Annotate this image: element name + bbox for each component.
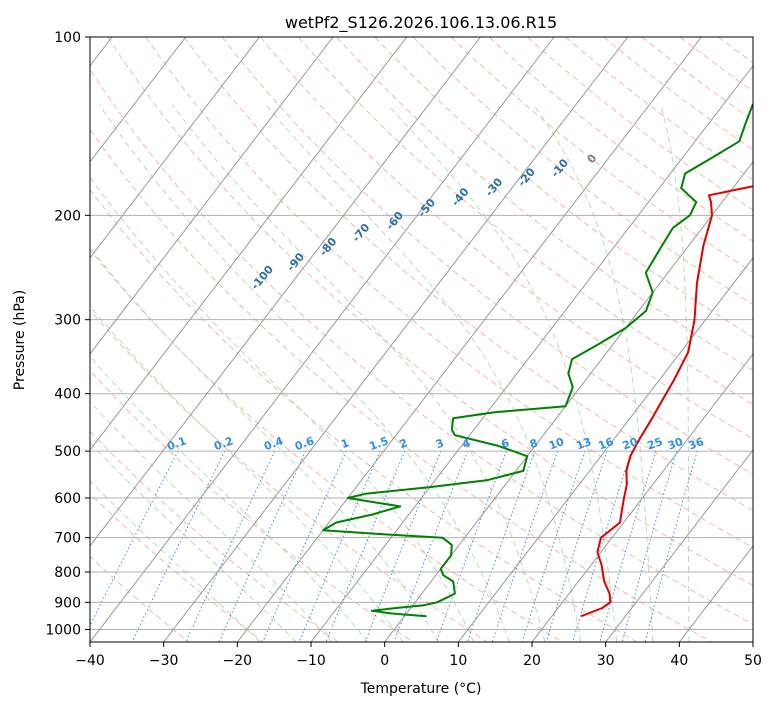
mixing-ratio-line — [325, 450, 406, 642]
moist-adiabat-line — [532, 104, 654, 642]
x-tick-label: 50 — [744, 653, 762, 669]
mixing-ratio-label: 25 — [645, 435, 664, 452]
moist-adiabat-line — [265, 104, 582, 642]
y-tick-label: 1000 — [45, 622, 81, 638]
moist-adiabat-line — [90, 305, 404, 642]
mixing-ratio-label: 36 — [687, 435, 706, 453]
mixing-ratio-line — [364, 450, 442, 642]
isotherm-gridline — [236, 37, 702, 642]
dry-adiabat-line — [90, 430, 339, 642]
mixing-ratio-line — [185, 450, 276, 642]
x-tick-label: 10 — [449, 653, 467, 669]
mixing-ratio-label: 6 — [499, 436, 511, 451]
mixing-ratio-label: 10 — [547, 435, 566, 453]
isotherm-gridline — [90, 37, 334, 355]
dry-adiabat-line — [374, 37, 753, 338]
x-tick-label: −40 — [75, 653, 105, 669]
isotherm-gridline — [384, 161, 753, 642]
isotherm-gridline — [90, 37, 187, 163]
dry-adiabat-line — [145, 37, 753, 549]
dry-adiabat-line — [260, 37, 753, 440]
isotherm-gridline — [90, 37, 260, 259]
mixing-ratio-label: 1 — [339, 436, 351, 451]
isotherm-gridline — [90, 37, 555, 642]
mixing-ratio-line — [599, 450, 657, 642]
plot-frame — [89, 36, 754, 643]
y-tick-label: 800 — [54, 565, 81, 581]
dewpoint-profile-line — [322, 103, 753, 618]
moist-adiabat-line — [98, 104, 510, 642]
moist-adiabat-line — [90, 442, 297, 642]
mixing-ratio-line — [621, 450, 678, 642]
moist-adiabat-line — [387, 104, 618, 642]
mixing-ratio-label: 1.5 — [367, 434, 390, 453]
mixing-ratio-label: 20 — [621, 435, 640, 453]
isotherm-gridline — [90, 37, 408, 451]
isotherm-gridline — [605, 449, 753, 642]
mixing-ratio-line — [393, 450, 469, 642]
y-tick-label: 900 — [54, 595, 81, 611]
y-tick-label: 300 — [54, 313, 81, 329]
mixing-ratio-label: 2 — [398, 436, 410, 451]
isotherm-gridline — [163, 37, 629, 642]
chart-title: wetPf2_S126.2026.106.13.06.R15 — [285, 13, 557, 33]
moist-adiabat-line — [90, 356, 369, 642]
x-tick-label: 20 — [523, 653, 541, 669]
temperature-profile-line — [580, 185, 753, 618]
mixing-ratio-label: 13 — [574, 435, 593, 452]
dry-adiabat-line — [298, 37, 753, 405]
mixing-ratio-label: 4 — [461, 436, 473, 451]
moist-adiabat-line — [660, 104, 690, 642]
x-axis-label: Temperature (°C) — [360, 681, 482, 697]
mixing-ratio-label: 30 — [666, 435, 685, 453]
x-tick-label: 30 — [597, 653, 615, 669]
mixing-ratio-label: 0.6 — [293, 434, 316, 453]
x-tick-label: −10 — [296, 653, 326, 669]
dry-adiabat-line — [336, 37, 753, 371]
dry-adiabat-line — [90, 188, 638, 642]
mixing-ratio-line — [491, 450, 559, 642]
x-tick-label: 0 — [380, 653, 389, 669]
mixing-ratio-label: 8 — [528, 436, 540, 451]
mixing-ratio-line — [521, 450, 586, 642]
mixing-ratio-label: 16 — [597, 435, 616, 453]
dry-adiabat-line — [412, 37, 753, 306]
dry-adiabat-line — [90, 492, 264, 642]
y-tick-label: 500 — [54, 444, 81, 460]
dry-adiabat-line — [90, 68, 753, 625]
x-tick-label: −30 — [149, 653, 179, 669]
moist-adiabat-line — [90, 246, 439, 642]
y-axis-label: Pressure (hPa) — [12, 290, 28, 390]
isotherm-gridline — [531, 353, 753, 642]
moist-adiabat-line — [171, 104, 546, 642]
moist-adiabat-line — [90, 176, 475, 642]
moist-adiabat-line — [90, 401, 333, 642]
mixing-ratio-label: 0.4 — [262, 434, 285, 453]
mixing-ratio-label: 0.1 — [165, 434, 188, 453]
mixing-ratio-line — [435, 450, 507, 642]
x-tick-label: −20 — [223, 653, 253, 669]
y-tick-label: 400 — [54, 387, 81, 403]
mixing-ratio-label: 0.2 — [212, 434, 235, 453]
dry-adiabat-line — [107, 37, 753, 587]
y-tick-label: 100 — [54, 30, 81, 46]
y-tick-label: 200 — [54, 208, 81, 224]
mixing-ratio-line — [218, 450, 307, 642]
mixing-ratio-label: 3 — [434, 436, 446, 451]
y-tick-label: 600 — [54, 491, 81, 507]
dry-adiabat-line — [90, 248, 563, 642]
y-tick-label: 700 — [54, 531, 81, 547]
isotherm-gridline — [90, 37, 481, 547]
isotherm-gridline — [310, 64, 753, 642]
x-tick-label: 40 — [670, 653, 688, 669]
mixing-ratio-line — [90, 450, 179, 627]
